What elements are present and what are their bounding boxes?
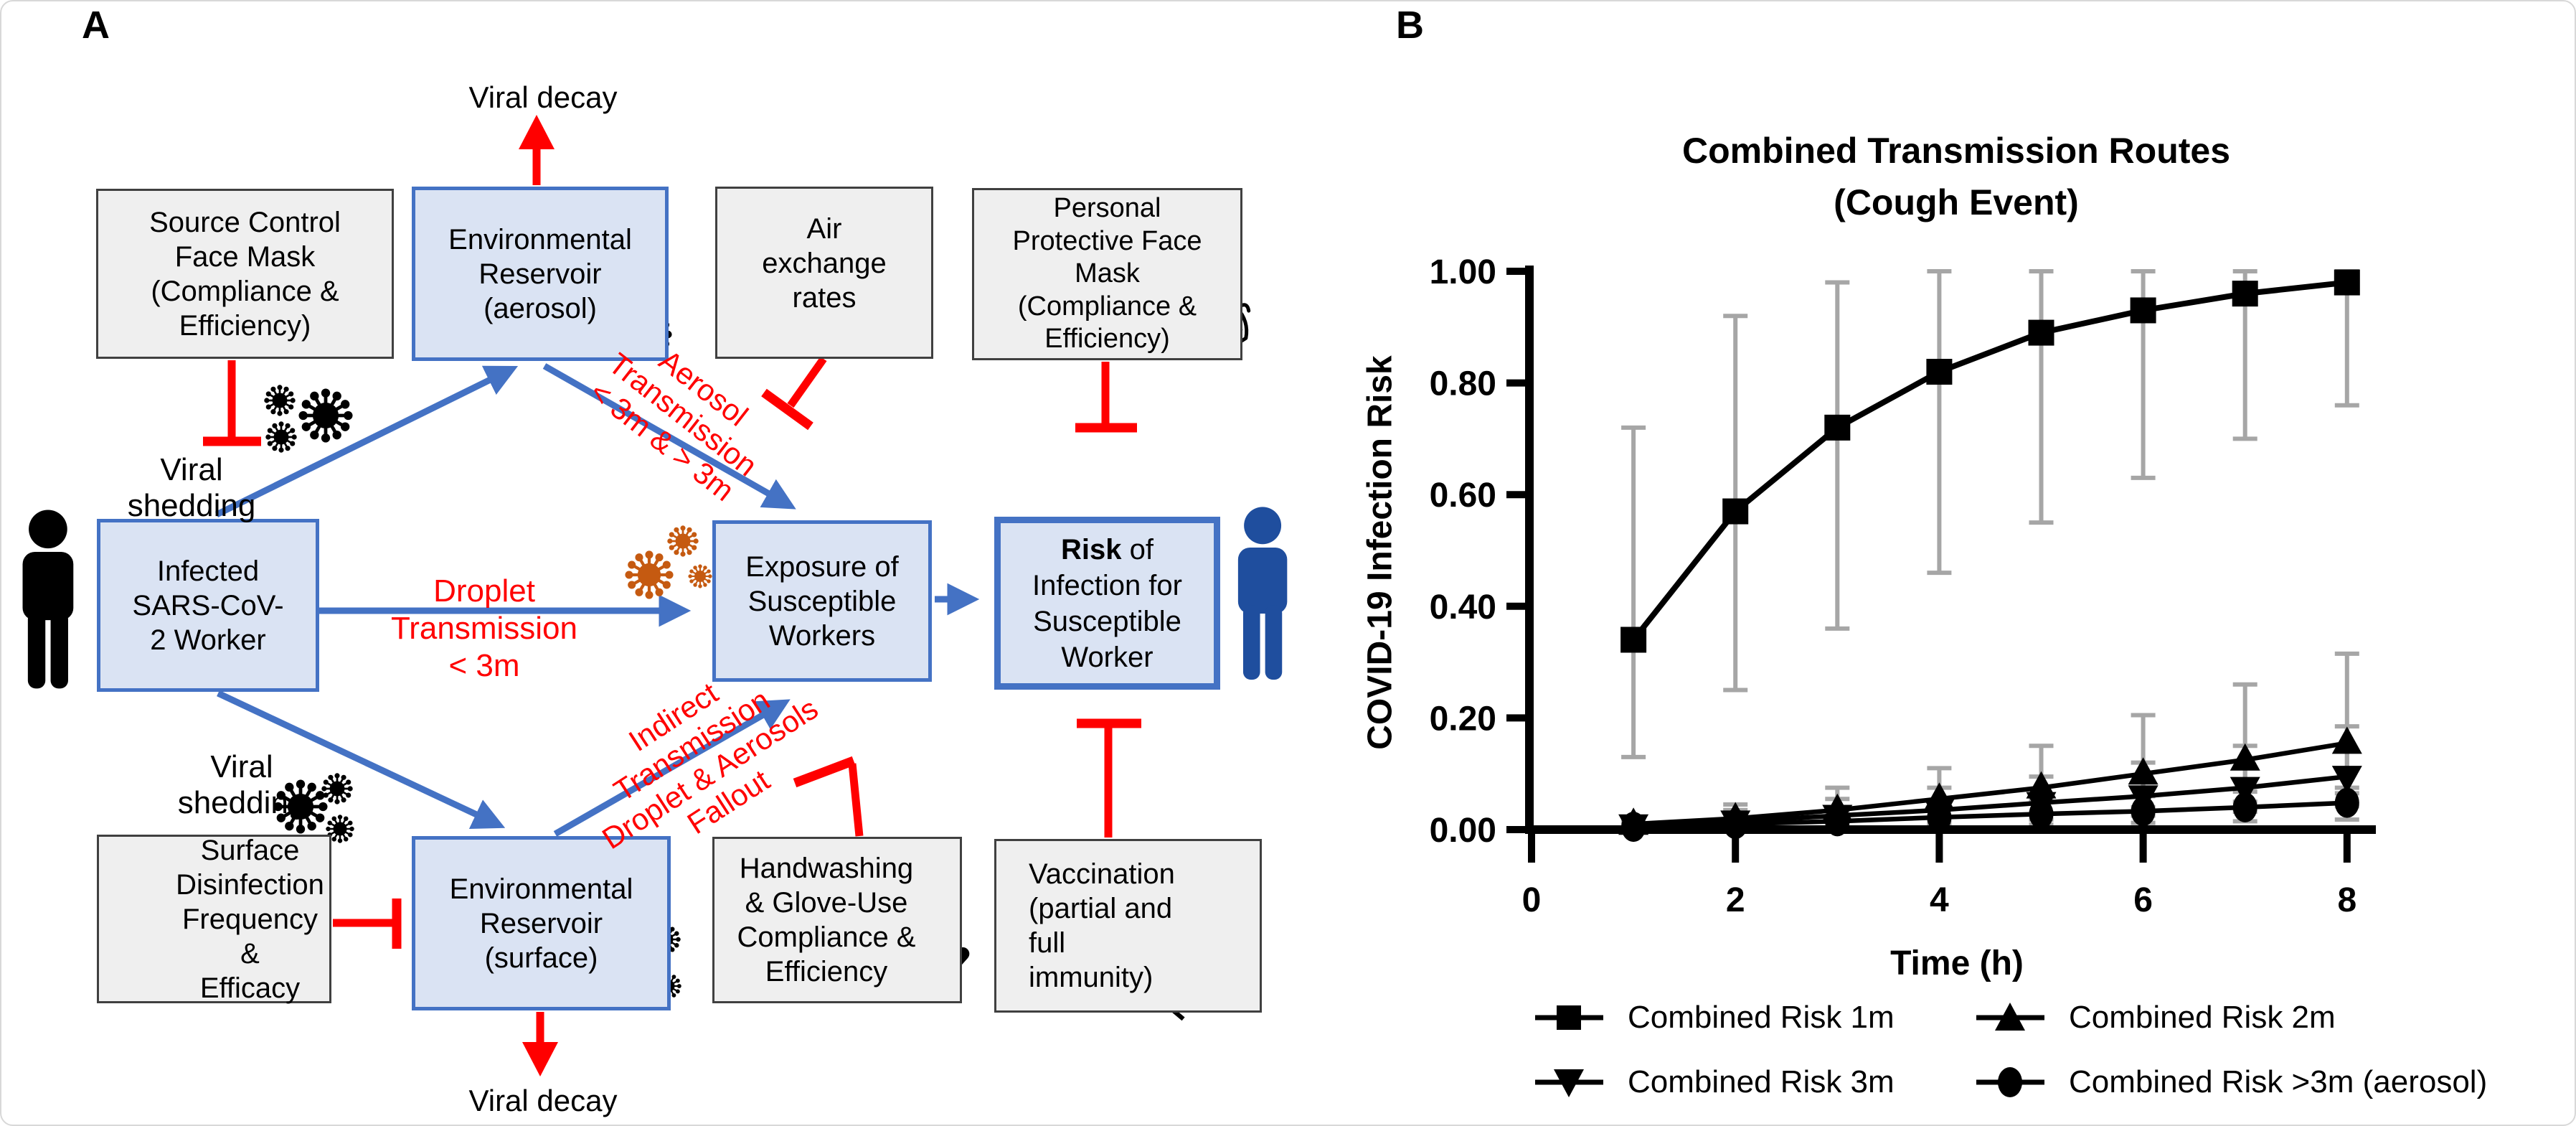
viral-shedding-top-label: Viral shedding — [127, 452, 256, 523]
red-controls — [203, 115, 1141, 1076]
box-exposure: Exposure of Susceptible Workers — [712, 520, 932, 682]
inhibitor-air-exchange — [761, 356, 827, 431]
box-risk-suffix: of — [1121, 533, 1153, 566]
x-axis-title: Time (h) — [1890, 944, 2024, 982]
box-surface-disinfection-text: Surface Disinfection Frequency & Efficac… — [176, 834, 324, 1004]
arrow-aerosol — [542, 363, 796, 510]
box-exposure-text: Exposure of Susceptible Workers — [745, 550, 899, 652]
svg-text:2: 2 — [1726, 881, 1745, 919]
arrow-infected-to-surface — [217, 690, 506, 830]
svg-text:0.60: 0.60 — [1430, 477, 1496, 515]
box-ppe-mask: Personal Protective Face Mask (Complianc… — [972, 188, 1242, 360]
flow-arrows — [215, 363, 980, 837]
svg-text:0: 0 — [1522, 881, 1542, 919]
box-env-aerosol-text: Environmental Reservoir (aerosol) — [448, 223, 632, 324]
svg-text:1.00: 1.00 — [1430, 253, 1496, 291]
chart-plot-area: 0.00 0.20 0.40 0.60 0.80 1.00 0 2 4 6 8 — [1430, 253, 2376, 919]
droplet-transmission-label: Droplet Transmission < 3m — [391, 573, 577, 683]
legend-item-1m: Combined Risk 1m — [1535, 996, 1895, 1039]
box-source-control-text: Source Control Face Mask (Compliance & E… — [149, 206, 341, 342]
box-air-exchange: Air exchange rates — [715, 187, 933, 359]
svg-text:8: 8 — [2337, 881, 2356, 919]
inhibitor-ppe-mask — [1075, 362, 1137, 433]
inhibitor-vaccination — [1077, 718, 1141, 838]
svg-text:0.80: 0.80 — [1430, 365, 1496, 403]
legend-label-3m: Combined Risk 3m — [1628, 1064, 1895, 1099]
viral-shedding-bottom-label: Viral shedding — [177, 749, 306, 820]
legend-label-2m: Combined Risk 2m — [2069, 1000, 2336, 1035]
virus-cluster-shedding-top — [264, 385, 352, 453]
box-vaccination-text: Vaccination (partial and full immunity) — [1029, 858, 1175, 993]
risk-chart: Combined Transmission Routes (Cough Even… — [1430, 131, 2376, 982]
box-risk: Risk of Infection for Susceptible Worker — [994, 517, 1220, 690]
infected-person-icon — [22, 510, 74, 689]
box-env-reservoir-surface: Environmental Reservoir (surface) — [412, 836, 671, 1010]
legend-item-3m: Combined Risk 3m — [1535, 1061, 1895, 1104]
arrow-infected-to-aerosol — [215, 365, 519, 518]
box-risk-line1: Risk of — [1061, 532, 1153, 568]
legend-item-2m: Combined Risk 2m — [1976, 996, 2336, 1039]
box-vaccination: Vaccination (partial and full immunity) — [994, 839, 1262, 1013]
box-infected-worker: Infected SARS-CoV- 2 Worker — [97, 519, 319, 692]
virus-cluster-droplet — [627, 525, 712, 598]
viral-decay-top-label: Viral decay — [468, 80, 618, 114]
box-env-reservoir-aerosol: Environmental Reservoir (aerosol) — [412, 187, 669, 361]
box-air-exchange-text: Air exchange rates — [762, 213, 887, 314]
svg-text:0.20: 0.20 — [1430, 700, 1496, 738]
legend-label-aerosol: Combined Risk >3m (aerosol) — [2069, 1064, 2488, 1099]
svg-text:6: 6 — [2133, 881, 2153, 919]
box-handwashing: Handwashing & Glove-Use Compliance & Eff… — [712, 837, 962, 1003]
box-infected-text: Infected SARS-CoV- 2 Worker — [132, 555, 284, 656]
panel-b-label: B — [1396, 4, 1424, 47]
arrow-indirect — [553, 699, 791, 837]
inhibitor-surface-disinfection — [333, 899, 402, 949]
legend-marker-circle — [1976, 1067, 2044, 1097]
box-risk-bold: Risk — [1061, 533, 1122, 566]
svg-text:0.00: 0.00 — [1430, 812, 1496, 850]
box-ppe-mask-text: Personal Protective Face Mask (Complianc… — [1012, 193, 1202, 355]
box-source-control: Source Control Face Mask (Compliance & E… — [96, 189, 394, 359]
svg-text:0.40: 0.40 — [1430, 588, 1496, 627]
legend-label-1m: Combined Risk 1m — [1628, 1000, 1895, 1035]
inhibitor-handwashing — [793, 756, 864, 837]
inhibitor-source-control — [203, 360, 261, 446]
legend-item-aerosol: Combined Risk >3m (aerosol) — [1976, 1061, 2487, 1104]
legend-marker-triangle-down — [1535, 1069, 1603, 1097]
viral-decay-bottom-label: Viral decay — [468, 1084, 618, 1117]
y-axis-title: COVID-19 Infection Risk — [1361, 355, 1400, 750]
box-handwashing-text: Handwashing & Glove-Use Compliance & Eff… — [737, 853, 916, 987]
susceptible-person-icon — [1237, 507, 1288, 680]
chart-subtitle: (Cough Event) — [1834, 182, 2079, 222]
legend-marker-square — [1535, 1005, 1603, 1030]
box-surface-disinfection: Surface Disinfection Frequency & Efficac… — [97, 834, 331, 1004]
svg-text:4: 4 — [1930, 881, 1949, 919]
box-env-surface-text: Environmental Reservoir (surface) — [449, 873, 633, 974]
chart-title: Combined Transmission Routes — [1682, 131, 2230, 171]
diagram-graphics — [22, 115, 1288, 1076]
box-risk-lines: Infection for Susceptible Worker — [1032, 569, 1182, 673]
panel-a-label: A — [82, 4, 110, 47]
legend-marker-triangle-up — [1976, 1003, 2044, 1031]
